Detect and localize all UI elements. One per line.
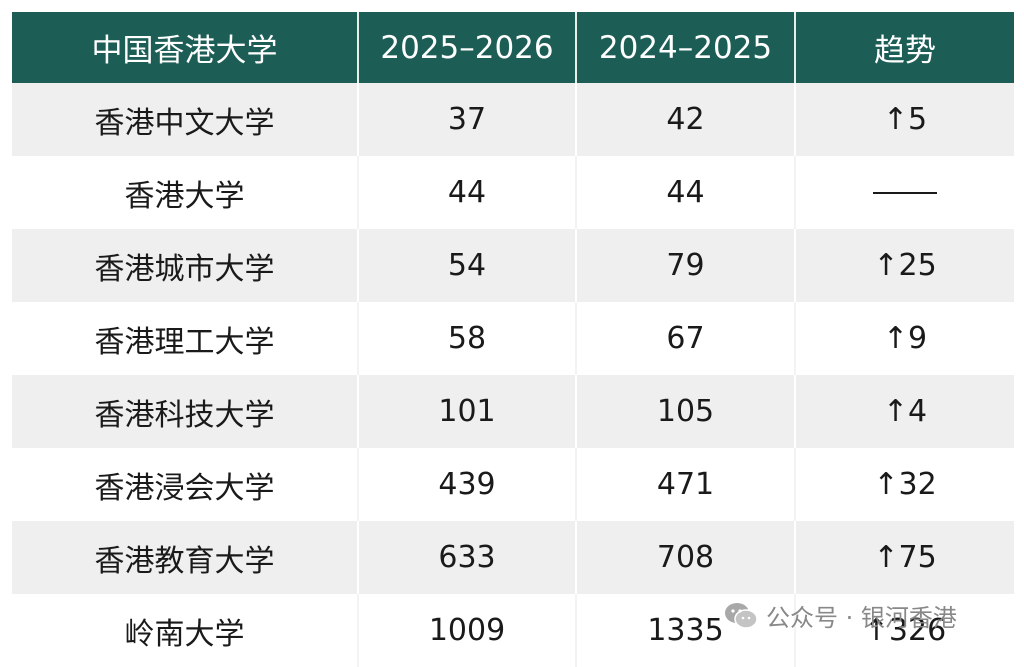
trend-value: ↑5 (882, 102, 928, 137)
no-change-dash-icon (873, 191, 937, 194)
rank-2024-2025: 42 (577, 83, 796, 156)
rank-2025-2026: 37 (359, 83, 577, 156)
trend-value: ↑25 (873, 248, 937, 283)
rank-2025-2026: 1009 (359, 594, 577, 667)
trend-unchanged (796, 156, 1014, 229)
rank-2025-2026: 54 (359, 229, 577, 302)
trend-value: ↑4 (882, 394, 928, 429)
university-name: 香港浸会大学 (12, 448, 359, 521)
trend-value: ↑9 (882, 321, 928, 356)
table-row: 香港中文大学 37 42 ↑5 (12, 83, 1014, 156)
rank-2024-2025: 44 (577, 156, 796, 229)
university-name: 香港中文大学 (12, 83, 359, 156)
trend-value: ↑326 (863, 613, 947, 648)
university-name: 香港城市大学 (12, 229, 359, 302)
rank-2024-2025: 79 (577, 229, 796, 302)
university-name: 香港教育大学 (12, 521, 359, 594)
rank-2025-2026: 44 (359, 156, 577, 229)
rank-2024-2025: 105 (577, 375, 796, 448)
university-name: 香港理工大学 (12, 302, 359, 375)
trend-value: ↑32 (873, 467, 937, 502)
rank-2024-2025: 708 (577, 521, 796, 594)
wechat-icon (725, 602, 758, 629)
table-row: 香港大学 44 44 (12, 156, 1014, 229)
header-2024-2025: 2024–2025 (577, 12, 796, 83)
rank-2025-2026: 633 (359, 521, 577, 594)
table-row: 香港浸会大学 439 471 ↑32 (12, 448, 1014, 521)
table-row: 香港城市大学 54 79 ↑25 (12, 229, 1014, 302)
university-name: 香港科技大学 (12, 375, 359, 448)
header-2025-2026: 2025–2026 (359, 12, 577, 83)
header-university: 中国香港大学 (12, 12, 359, 83)
university-name: 香港大学 (12, 156, 359, 229)
watermark: 公众号 · 银河香港 (724, 598, 957, 633)
rank-2024-2025: 471 (577, 448, 796, 521)
trend-value: ↑75 (873, 540, 937, 575)
ranking-table: 中国香港大学 2025–2026 2024–2025 趋势 香港中文大学 37 … (12, 12, 1014, 667)
table-row: 香港科技大学 101 105 ↑4 (12, 375, 1014, 448)
table-row: 香港教育大学 633 708 ↑75 (12, 521, 1014, 594)
rank-2024-2025: 1335 (577, 594, 796, 667)
rank-2025-2026: 101 (359, 375, 577, 448)
rank-2024-2025: 67 (577, 302, 796, 375)
watermark-text: 公众号 · 银河香港 (766, 604, 957, 632)
rank-2025-2026: 58 (359, 302, 577, 375)
table-header-row: 中国香港大学 2025–2026 2024–2025 趋势 (12, 12, 1014, 83)
university-name: 岭南大学 (12, 594, 359, 667)
table-row: 香港理工大学 58 67 ↑9 (12, 302, 1014, 375)
rank-2025-2026: 439 (359, 448, 577, 521)
header-trend: 趋势 (874, 33, 936, 69)
